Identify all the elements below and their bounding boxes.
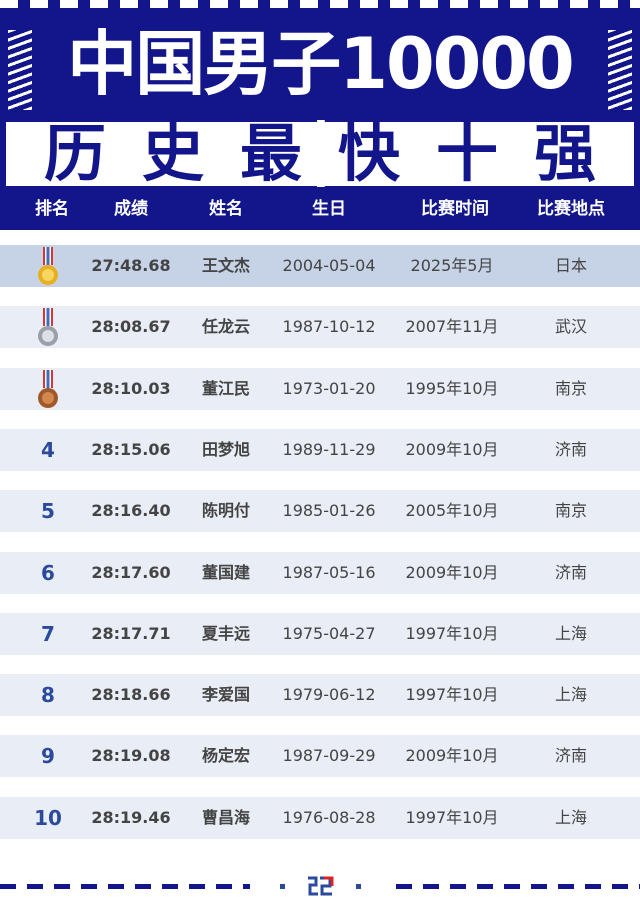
table-header: 排名 成绩 姓名 生日 比赛时间 比赛地点 xyxy=(0,190,640,228)
athlete-name: 任龙云 xyxy=(201,317,251,337)
gold-medal-icon xyxy=(38,247,58,285)
race-place: 上海 xyxy=(554,623,588,643)
table-row: 7 28:17.71 夏丰远 1975-04-27 1997年10月 上海 xyxy=(0,612,640,655)
race-date: 2009年10月 xyxy=(405,439,499,459)
birth-date: 1976-08-28 xyxy=(282,807,376,827)
header-place: 比赛地点 xyxy=(537,199,605,219)
birth-date: 1987-05-16 xyxy=(282,562,376,582)
time: 28:19.08 xyxy=(91,746,171,766)
race-place: 济南 xyxy=(554,746,588,766)
birth-date: 1985-01-26 xyxy=(282,501,376,521)
birth-date: 1987-10-12 xyxy=(282,317,376,337)
left-stripes xyxy=(8,30,32,110)
race-place: 上海 xyxy=(554,685,588,705)
birth-date: 1975-04-27 xyxy=(282,623,376,643)
time: 28:17.71 xyxy=(91,623,171,643)
footer-dot xyxy=(356,884,361,889)
time: 28:16.40 xyxy=(91,501,171,521)
table-row: 27:48.68 王文杰 2004-05-04 2025年5月 日本 xyxy=(0,245,640,287)
title-char: 强 xyxy=(533,117,596,190)
header-time: 成绩 xyxy=(114,199,148,219)
table-row: 9 28:19.08 杨定宏 1987-09-29 2009年10月 济南 xyxy=(0,735,640,778)
race-date: 1997年10月 xyxy=(405,807,499,827)
race-date: 2025年5月 xyxy=(410,256,494,275)
title-char: 十 xyxy=(435,117,498,190)
birth-date: 1973-01-20 xyxy=(282,378,376,398)
race-place: 日本 xyxy=(554,256,588,275)
birth-date: 1979-06-12 xyxy=(282,685,376,705)
race-date: 2005年10月 xyxy=(405,501,499,521)
footer-dashes-left xyxy=(0,884,250,889)
race-place: 济南 xyxy=(554,562,588,582)
rank: 10 xyxy=(34,805,62,830)
title-banner: 中国男子10000米 历 史 最 快 十 强 排名 成绩 姓名 生日 比赛时间 … xyxy=(0,0,640,230)
race-place: 上海 xyxy=(554,807,588,827)
race-place: 南京 xyxy=(554,378,588,398)
table-row: 28:08.67 任龙云 1987-10-12 2007年11月 武汉 xyxy=(0,306,640,349)
top-stripes xyxy=(0,0,640,8)
table-row: 8 28:18.66 李爱国 1979-06-12 1997年10月 上海 xyxy=(0,674,640,717)
header-birth: 生日 xyxy=(312,199,346,219)
title-char: 史 xyxy=(141,117,204,190)
rank: 5 xyxy=(41,499,55,524)
header-rank: 排名 xyxy=(35,199,69,219)
rank: 7 xyxy=(41,621,55,646)
title-char: 最 xyxy=(239,117,302,190)
athlete-name: 陈明付 xyxy=(201,501,251,521)
title-line-2-box: 历 史 最 快 十 强 xyxy=(6,122,634,186)
birth-date: 1987-09-29 xyxy=(282,746,376,766)
athlete-name: 夏丰远 xyxy=(201,623,251,643)
birth-date: 1989-11-29 xyxy=(282,439,376,459)
athlete-name: 董国建 xyxy=(201,562,251,582)
footer-dashes-right xyxy=(396,884,640,889)
time: 28:17.60 xyxy=(91,562,171,582)
race-date: 1997年10月 xyxy=(405,685,499,705)
race-date: 2007年11月 xyxy=(405,317,499,337)
silver-medal-icon xyxy=(38,308,58,347)
title-line-1: 中国男子10000米 xyxy=(67,23,575,197)
rank: 9 xyxy=(41,744,55,769)
race-date: 2009年10月 xyxy=(405,746,499,766)
table-row: 6 28:17.60 董国建 1987-05-16 2009年10月 济南 xyxy=(0,551,640,594)
header-date: 比赛时间 xyxy=(421,199,489,219)
race-date: 2009年10月 xyxy=(405,562,499,582)
title-char: 快 xyxy=(337,117,400,190)
athlete-name: 杨定宏 xyxy=(201,746,251,766)
rank: 8 xyxy=(41,683,55,708)
race-date: 1995年10月 xyxy=(405,378,499,398)
table-row: 4 28:15.06 田梦旭 1989-11-29 2009年10月 济南 xyxy=(0,428,640,471)
race-place: 武汉 xyxy=(554,317,588,337)
footer-decoration xyxy=(0,876,640,896)
time: 28:10.03 xyxy=(91,378,171,398)
footer-dot xyxy=(280,884,285,889)
table-row: 28:10.03 董江民 1973-01-20 1995年10月 南京 xyxy=(0,367,640,410)
rank: 4 xyxy=(41,437,55,462)
athlete-name: 曹昌海 xyxy=(201,807,251,827)
header-name: 姓名 xyxy=(209,199,243,219)
time: 28:15.06 xyxy=(91,439,171,459)
table-row: 10 28:19.46 曹昌海 1976-08-28 1997年10月 上海 xyxy=(0,796,640,839)
athlete-name: 田梦旭 xyxy=(201,439,251,459)
logo-icon xyxy=(308,876,334,896)
time: 28:19.46 xyxy=(91,807,171,827)
rank: 6 xyxy=(41,560,55,585)
bronze-medal-icon xyxy=(38,369,58,408)
race-place: 南京 xyxy=(554,501,588,521)
title-line-2: 历 史 最 快 十 强 xyxy=(6,122,634,186)
time: 28:18.66 xyxy=(91,685,171,705)
time: 28:08.67 xyxy=(91,317,171,337)
birth-date: 2004-05-04 xyxy=(282,256,376,275)
athlete-name: 李爱国 xyxy=(201,685,251,705)
athlete-name: 董江民 xyxy=(201,378,251,398)
race-date: 1997年10月 xyxy=(405,623,499,643)
athlete-name: 王文杰 xyxy=(201,256,251,275)
race-place: 济南 xyxy=(554,439,588,459)
table-row: 5 28:16.40 陈明付 1985-01-26 2005年10月 南京 xyxy=(0,490,640,533)
right-stripes xyxy=(608,30,632,110)
title-char: 历 xyxy=(43,117,106,190)
time: 27:48.68 xyxy=(91,256,171,275)
